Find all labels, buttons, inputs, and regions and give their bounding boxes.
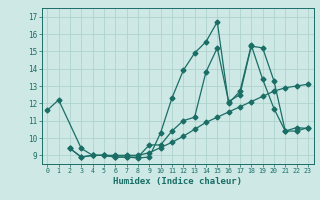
X-axis label: Humidex (Indice chaleur): Humidex (Indice chaleur) <box>113 177 242 186</box>
